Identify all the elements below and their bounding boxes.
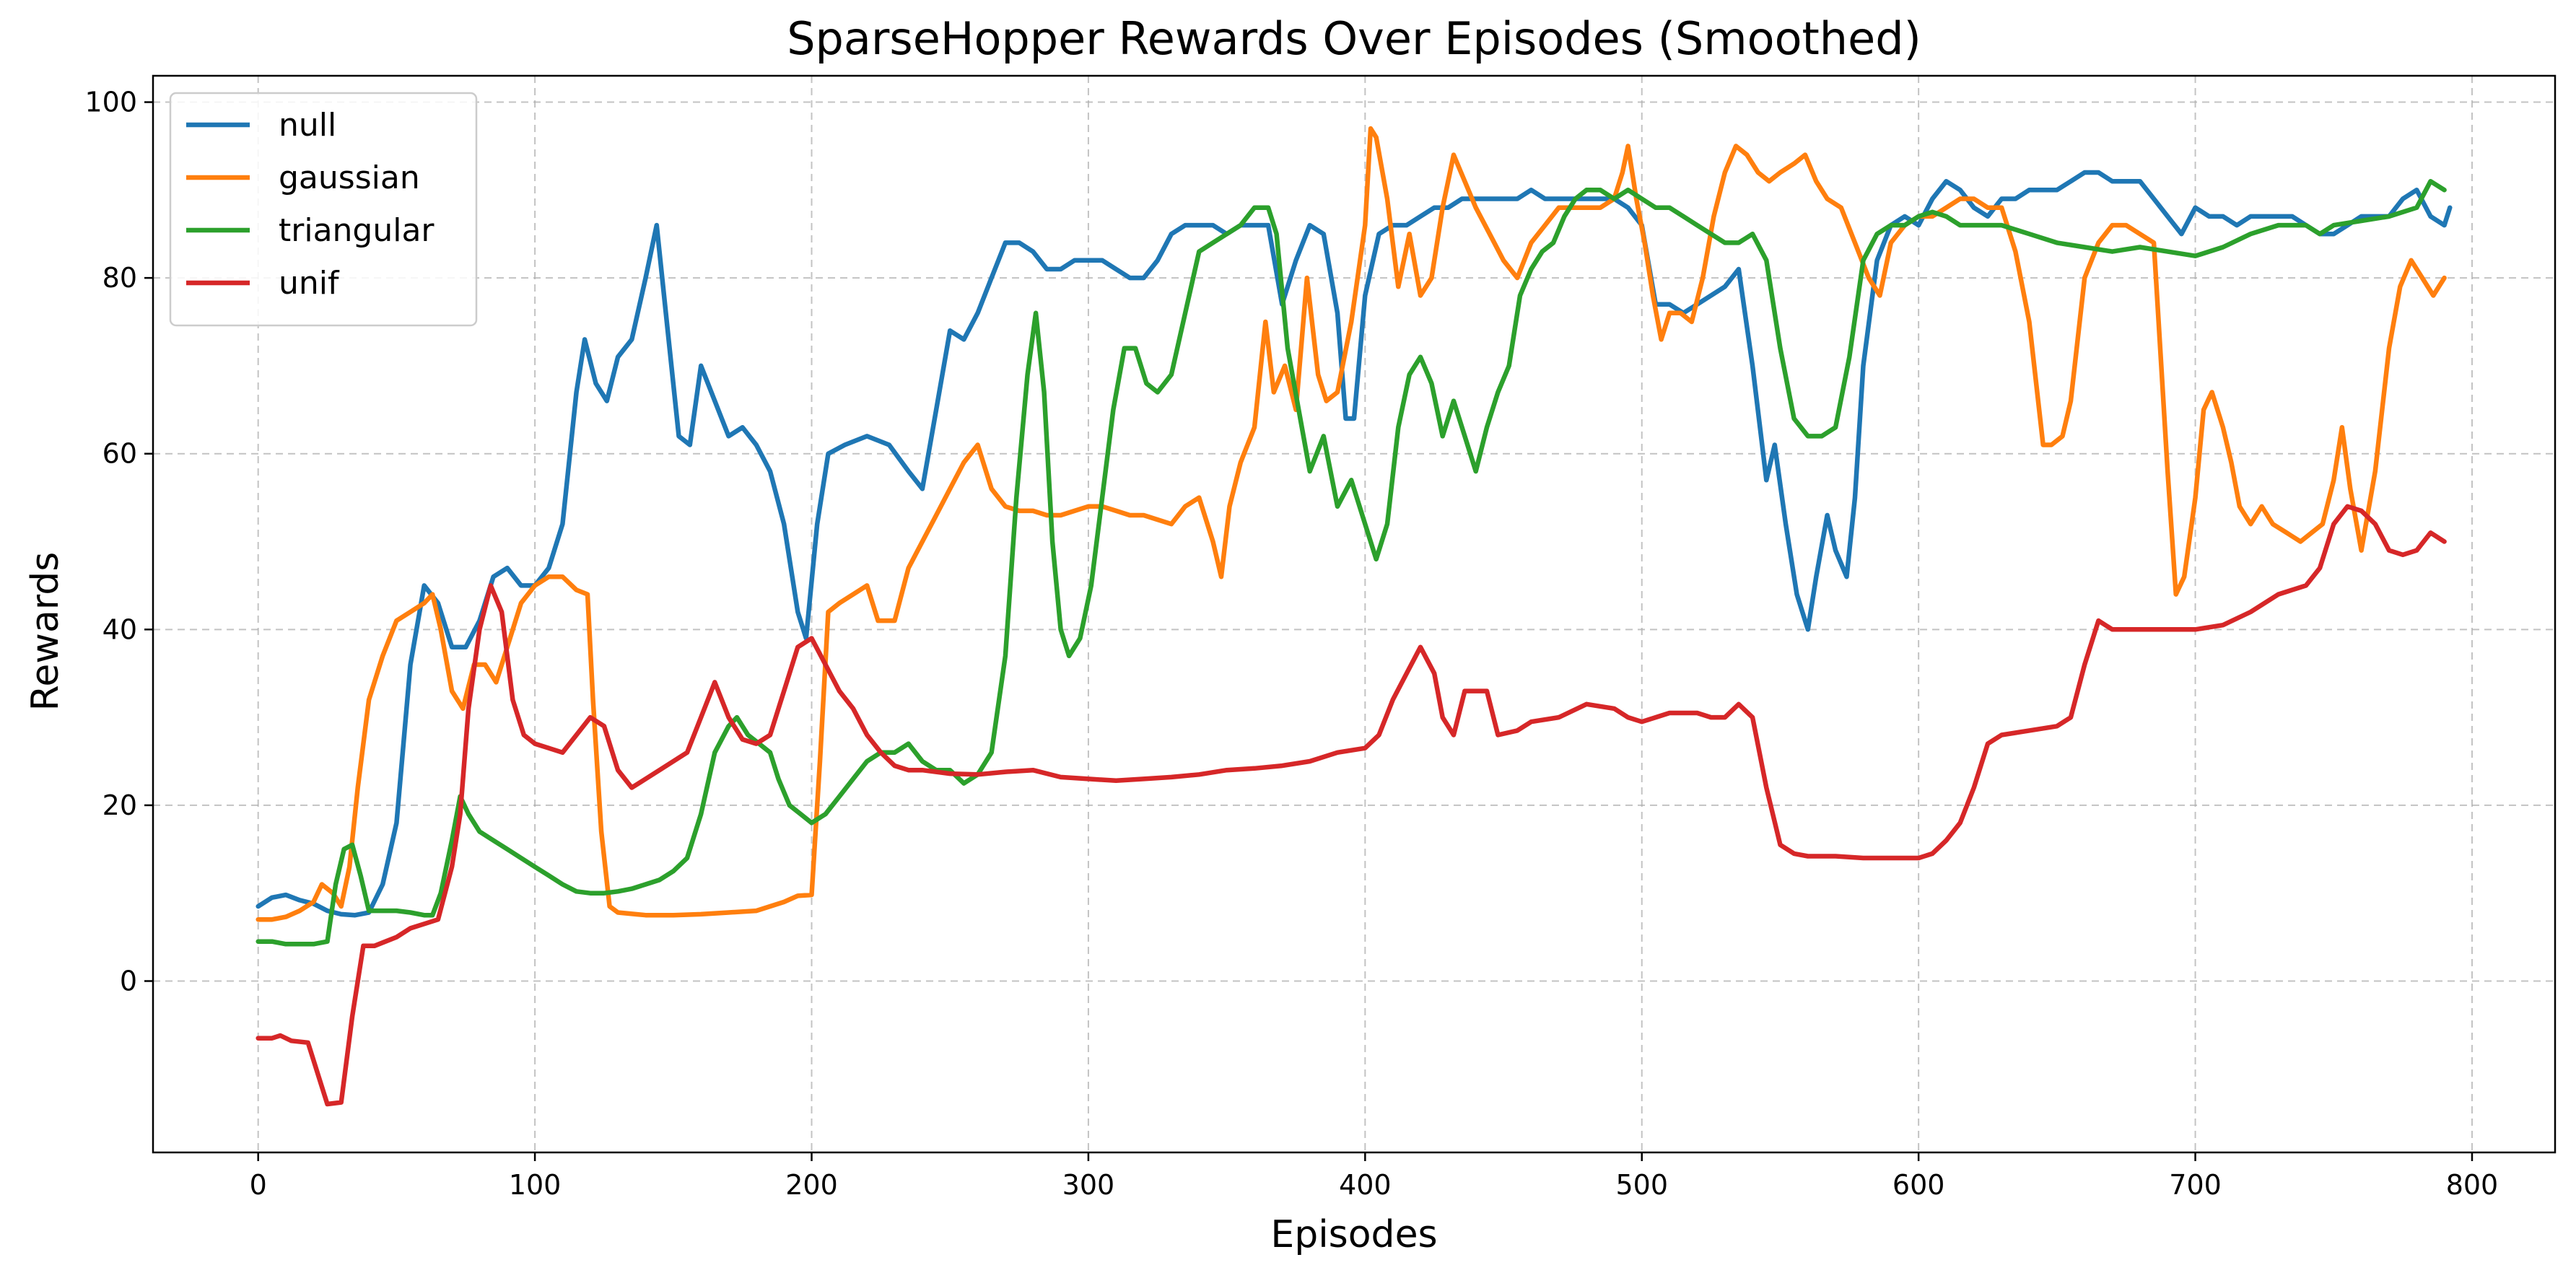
legend-label-triangular: triangular [279,212,435,249]
x-tick-label: 400 [1339,1169,1392,1201]
y-tick-label: 60 [102,438,137,470]
x-tick-label: 300 [1062,1169,1115,1201]
x-tick-label: 0 [250,1169,267,1201]
series-line-unif [256,504,2447,1107]
legend-label-unif: unif [279,265,340,302]
series-line-gaussian [256,126,2447,922]
x-tick-label: 200 [785,1169,838,1201]
series-line-null [256,170,2453,918]
series-lines [256,126,2453,1107]
legend-label-null: null [279,107,336,144]
legend: null gaussian triangular unif [169,92,478,327]
x-tick-label: 100 [509,1169,562,1201]
y-tick-label: 80 [102,262,137,294]
y-tick-label: 0 [120,965,137,997]
chart-title: SparseHopper Rewards Over Episodes (Smoo… [787,12,1921,65]
x-tick-label: 600 [1892,1169,1945,1201]
series-line-triangular [256,178,2447,947]
y-tick-label: 40 [102,613,137,645]
plot-frame [152,74,2557,1154]
y-tick-label: 100 [84,87,137,118]
x-axis-label: Episodes [1270,1213,1437,1256]
legend-label-gaussian: gaussian [279,159,420,196]
axis-ticks: 0 100 200 300 400 500 600 700 800 0 20 40 60 80 100 [84,87,2498,1201]
x-tick-label: 700 [2169,1169,2222,1201]
x-tick-label: 500 [1615,1169,1668,1201]
y-tick-label: 20 [102,789,137,821]
y-axis-label: Rewards [24,552,67,712]
x-tick-label: 800 [2446,1169,2499,1201]
legend-box [169,92,478,327]
grid-lines [153,76,2555,1152]
